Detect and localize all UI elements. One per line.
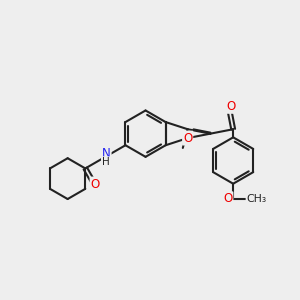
- Text: H: H: [102, 157, 110, 167]
- Text: O: O: [226, 100, 235, 113]
- Text: O: O: [91, 178, 100, 190]
- Text: CH₃: CH₃: [247, 194, 267, 204]
- Text: O: O: [223, 192, 232, 205]
- Text: N: N: [102, 147, 111, 161]
- Text: O: O: [183, 132, 192, 145]
